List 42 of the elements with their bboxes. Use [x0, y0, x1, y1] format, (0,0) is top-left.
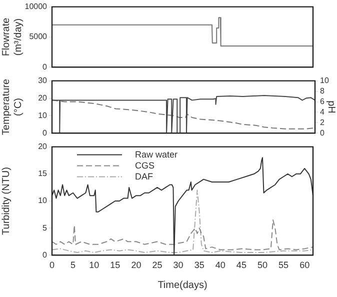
x-tick-label: 0 — [49, 260, 55, 270]
y-tick-label: 10000 — [24, 2, 48, 12]
line-series — [52, 219, 313, 250]
x-tick-label: 35 — [194, 260, 204, 270]
y-tick-label: 15 — [38, 169, 48, 178]
y-tick-label: 5000 — [29, 32, 48, 42]
x-tick-label: 50 — [257, 260, 268, 270]
x-tick-label: 30 — [173, 260, 184, 270]
legend-label: DAF — [135, 171, 154, 182]
x-tick-label: 25 — [152, 260, 162, 270]
y-axis-title: Temperature (°C) — [0, 78, 24, 136]
y-tick-label: 0 — [42, 250, 48, 260]
x-tick-label: 40 — [215, 260, 226, 270]
x-tick-label: 60 — [300, 260, 310, 270]
x-axis-title: Time(days) — [158, 280, 208, 291]
x-tick-label: 55 — [278, 260, 289, 270]
y-tick-label: 5 — [42, 223, 48, 232]
x-tick-label: 10 — [89, 260, 100, 270]
line-series — [52, 190, 313, 253]
line-series — [52, 100, 315, 130]
x-tick-label: 5 — [70, 260, 76, 270]
y-tick-label: 10 — [38, 110, 48, 120]
y-tick-label: 20 — [38, 93, 48, 102]
y-tick-label: 0 — [42, 128, 48, 138]
y-tick-label: 20 — [38, 142, 48, 152]
y2-tick-label: 0 — [320, 128, 325, 138]
x-tick-label: 45 — [236, 260, 246, 270]
y2-tick-label: 10 — [320, 76, 330, 86]
x-tick-label: 15 — [110, 260, 120, 270]
legend-label: CGS — [135, 160, 155, 170]
legend-label: Raw water — [135, 149, 178, 160]
y2-tick-label: 2 — [320, 118, 325, 127]
y2-tick-label: 8 — [320, 86, 325, 96]
y-axis-title: Flowrate (m³/day) — [0, 17, 24, 56]
y-axis-title: Turbidity (NTU) — [0, 167, 12, 235]
y-tick-label: 0 — [42, 62, 48, 72]
y2-tick-label: 4 — [320, 107, 325, 116]
y2-axis-title: pH — [325, 100, 336, 114]
y-tick-label: 30 — [38, 76, 48, 86]
x-tick-label: 20 — [131, 260, 142, 270]
y2-tick-label: 6 — [320, 96, 325, 106]
y-tick-label: 10 — [38, 196, 48, 206]
